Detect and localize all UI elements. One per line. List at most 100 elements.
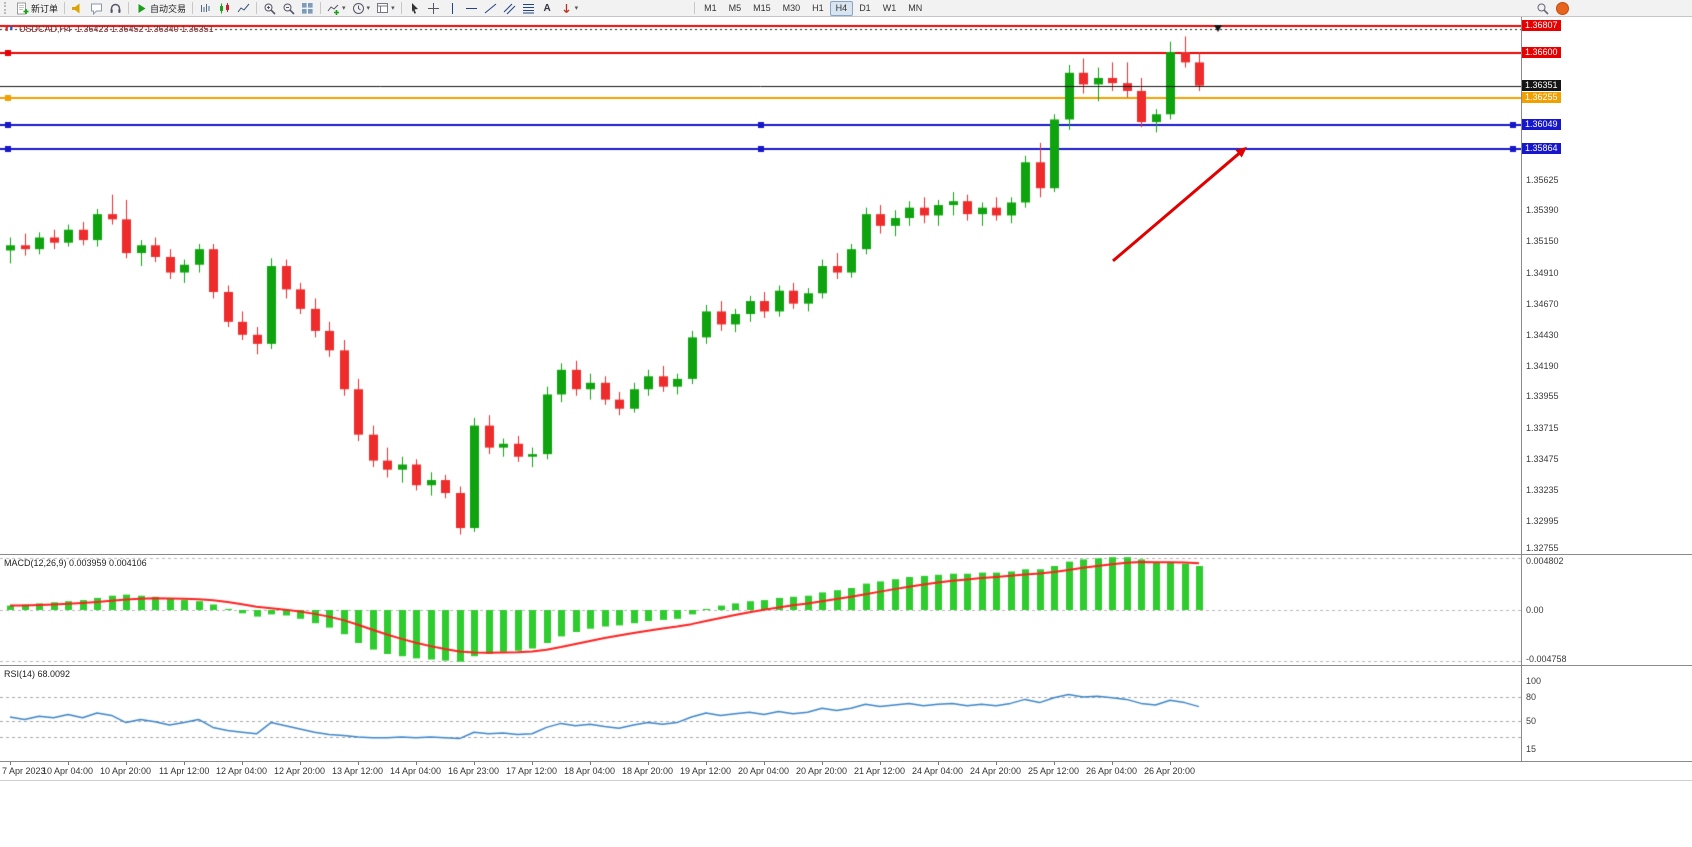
timeframe-button-d1[interactable]: D1 (853, 1, 877, 16)
timeframe-button-m1[interactable]: M1 (698, 1, 723, 16)
zoom-out-button[interactable] (279, 1, 298, 16)
toolbar-separator (320, 2, 322, 14)
new-order-button[interactable]: 新订单 (13, 1, 61, 16)
price-axis-label: 1.34910 (1526, 267, 1559, 278)
horizontal-line-tool-button[interactable] (462, 1, 481, 16)
timeframe-button-h4[interactable]: H4 (829, 0, 854, 16)
time-tick (880, 762, 881, 765)
timeframe-button-h1[interactable]: H1 (806, 1, 830, 16)
time-label: 18 Apr 20:00 (622, 766, 674, 776)
cursor-tool-button[interactable] (405, 1, 424, 16)
time-label: 25 Apr 12:00 (1028, 766, 1080, 776)
arrow-tool-icon (560, 2, 573, 15)
time-label: 24 Apr 04:00 (912, 766, 964, 776)
price-chart-canvas[interactable] (0, 17, 1521, 554)
arrows-tool-button[interactable]: ▾ (557, 1, 582, 16)
candlestick-chart-button[interactable] (215, 1, 234, 16)
price-tag-resistance-upper: 1.36807 (1522, 20, 1561, 32)
channel-tool-button[interactable] (500, 1, 519, 16)
time-tick (1112, 762, 1113, 765)
autotrading-button[interactable]: 自动交易 (132, 1, 189, 16)
time-label: 20 Apr 04:00 (738, 766, 790, 776)
macd-axis-label: 0.004802 (1526, 556, 1564, 566)
line-chart-button[interactable] (234, 1, 253, 16)
macd-axis[interactable]: 0.004802 0.00 -0.004758 (1521, 555, 1692, 665)
time-label: 13 Apr 12:00 (332, 766, 384, 776)
crosshair-tool-button[interactable] (424, 1, 443, 16)
vertical-line-tool-button[interactable] (443, 1, 462, 16)
chevron-down-icon: ▾ (391, 5, 395, 12)
time-label: 24 Apr 20:00 (970, 766, 1022, 776)
fibonacci-tool-button[interactable] (519, 1, 538, 16)
channel-icon (503, 2, 516, 15)
time-tick (706, 762, 707, 765)
templates-button[interactable]: ▾ (373, 1, 398, 16)
price-tag-support: 1.36049 (1522, 118, 1561, 130)
macd-canvas[interactable] (0, 555, 1521, 665)
time-tick (590, 762, 591, 765)
price-tag-resistance: 1.36600 (1522, 47, 1561, 59)
search-icon (1536, 2, 1549, 15)
timeframe-button-m15[interactable]: M15 (747, 1, 777, 16)
autotrading-play-icon (135, 2, 148, 15)
price-axis[interactable]: 1.35625 1.35390 1.35150 1.34910 1.34670 1.344… (1521, 17, 1692, 554)
time-label: 12 Apr 04:00 (216, 766, 268, 776)
announcement-button[interactable] (68, 1, 87, 16)
support-button[interactable] (106, 1, 125, 16)
text-tool-button[interactable]: A (538, 1, 557, 16)
time-axis[interactable]: 7 Apr 2023 10 Apr 04:00 10 Apr 20:00 11 Apr… (0, 762, 1692, 781)
price-axis-label: 1.34190 (1526, 360, 1559, 371)
zoom-in-icon (263, 2, 276, 15)
toolbar-separator (694, 2, 696, 14)
cursor-icon (408, 2, 421, 15)
horizontal-line-icon (465, 2, 478, 15)
new-order-icon (16, 2, 29, 15)
trendline-tool-button[interactable] (481, 1, 500, 16)
time-label: 18 Apr 04:00 (564, 766, 616, 776)
price-tag-current-price: 1.36351 (1522, 79, 1561, 91)
toolbar-right (1533, 1, 1569, 16)
rsi-label: RSI(14) 68.0092 (4, 669, 71, 679)
rsi-axis[interactable]: 100 80 50 15 (1521, 666, 1692, 761)
new-order-label: 新订单 (31, 3, 59, 14)
chevron-down-icon: ▾ (366, 5, 371, 12)
periods-button[interactable]: ▾ (349, 1, 374, 16)
bar-chart-button[interactable] (196, 1, 215, 16)
time-label: 26 Apr 04:00 (1086, 766, 1138, 776)
time-tick (938, 762, 939, 765)
price-axis-label: 1.35625 (1526, 174, 1559, 185)
chat-button[interactable] (87, 1, 106, 16)
autotrading-label: 自动交易 (150, 3, 187, 14)
time-tick (184, 762, 185, 765)
price-axis-label: 1.33955 (1526, 391, 1559, 402)
search-button[interactable] (1533, 1, 1552, 16)
rsi-canvas[interactable] (0, 666, 1521, 761)
price-axis-label: 1.34670 (1526, 298, 1559, 309)
timeframe-button-w1[interactable]: W1 (877, 1, 903, 16)
indicators-button[interactable]: ▾ (324, 1, 349, 16)
price-tag-pivot: 1.36255 (1522, 92, 1561, 104)
time-label: 12 Apr 20:00 (274, 766, 326, 776)
toolbar: 新订单 自动交易 (0, 0, 1692, 17)
chevron-down-icon: ▾ (342, 5, 346, 12)
timeframe-button-m30[interactable]: M30 (777, 1, 807, 16)
rsi-panel: RSI(14) 68.0092 100 80 50 15 (0, 666, 1692, 762)
time-tick (68, 762, 69, 765)
time-label: 10 Apr 20:00 (100, 766, 152, 776)
rsi-axis-label: 80 (1526, 692, 1537, 702)
zoom-in-button[interactable] (260, 1, 279, 16)
text-tool-icon: A (543, 2, 551, 14)
toolbar-separator (400, 2, 402, 14)
time-tick (532, 762, 533, 765)
macd-panel: MACD(12,26,9) 0.003959 0.004106 0.004802… (0, 555, 1692, 666)
time-tick (242, 762, 243, 765)
price-axis-label: 1.33475 (1526, 453, 1559, 464)
macd-axis-label: -0.004758 (1526, 654, 1567, 664)
notification-icon[interactable] (1556, 1, 1569, 15)
timeframe-button-mn[interactable]: MN (902, 1, 928, 16)
price-axis-label: 1.33235 (1526, 484, 1559, 495)
timeframe-button-m5[interactable]: M5 (723, 1, 748, 16)
tile-windows-button[interactable] (298, 1, 317, 16)
time-label: 20 Apr 20:00 (796, 766, 848, 776)
time-label: 19 Apr 12:00 (680, 766, 732, 776)
